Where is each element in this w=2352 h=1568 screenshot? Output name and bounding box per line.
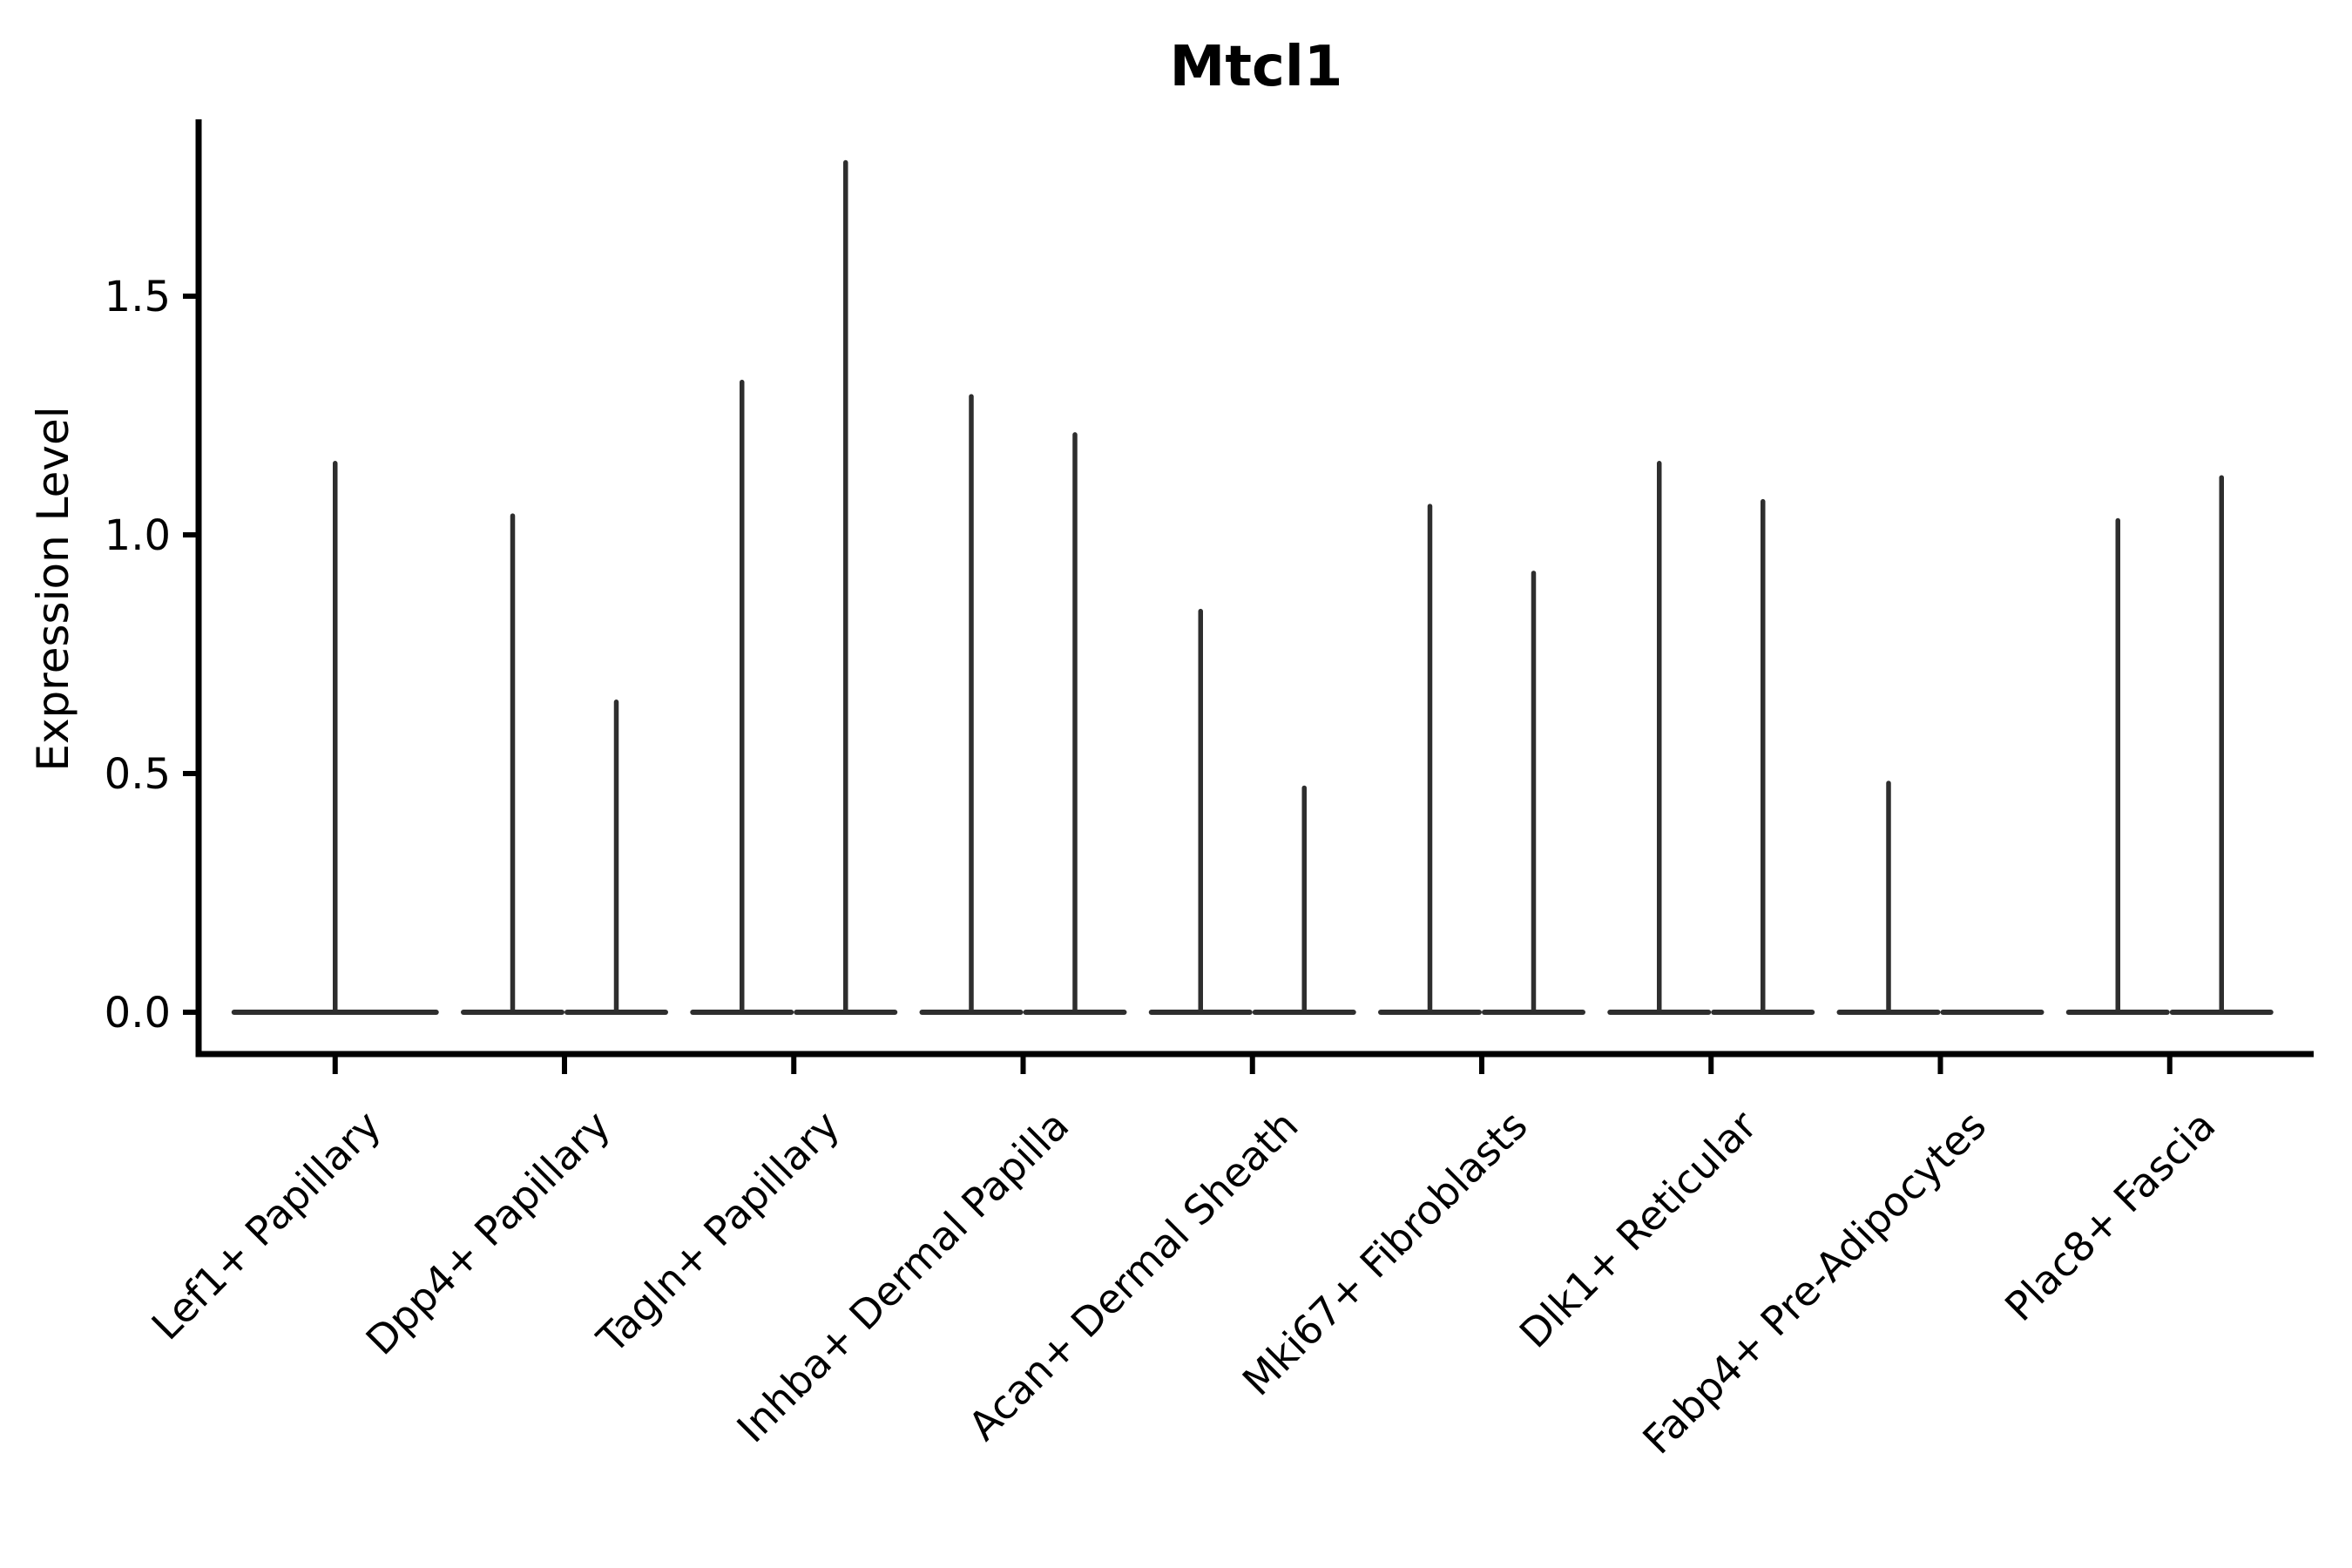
y-tick-label: 0.5 [105,750,171,799]
x-tick-label: Lef1+ Papillary [143,1102,390,1349]
x-tick-label: Dpp4+ Papillary [357,1102,619,1364]
y-axis-title: Expression Level [28,406,78,771]
y-tick-label: 0.0 [105,989,171,1037]
x-tick-label: Tagln+ Papillary [587,1102,848,1363]
chart-title: Mtcl1 [1170,35,1343,99]
y-tick-label: 1.5 [105,273,171,321]
y-tick-label: 1.0 [105,511,171,560]
x-tick-label: Plac8+ Fascia [1996,1102,2224,1330]
x-tick-label: Dlk1+ Reticular [1511,1102,1766,1357]
violin-layer [231,159,2274,1015]
